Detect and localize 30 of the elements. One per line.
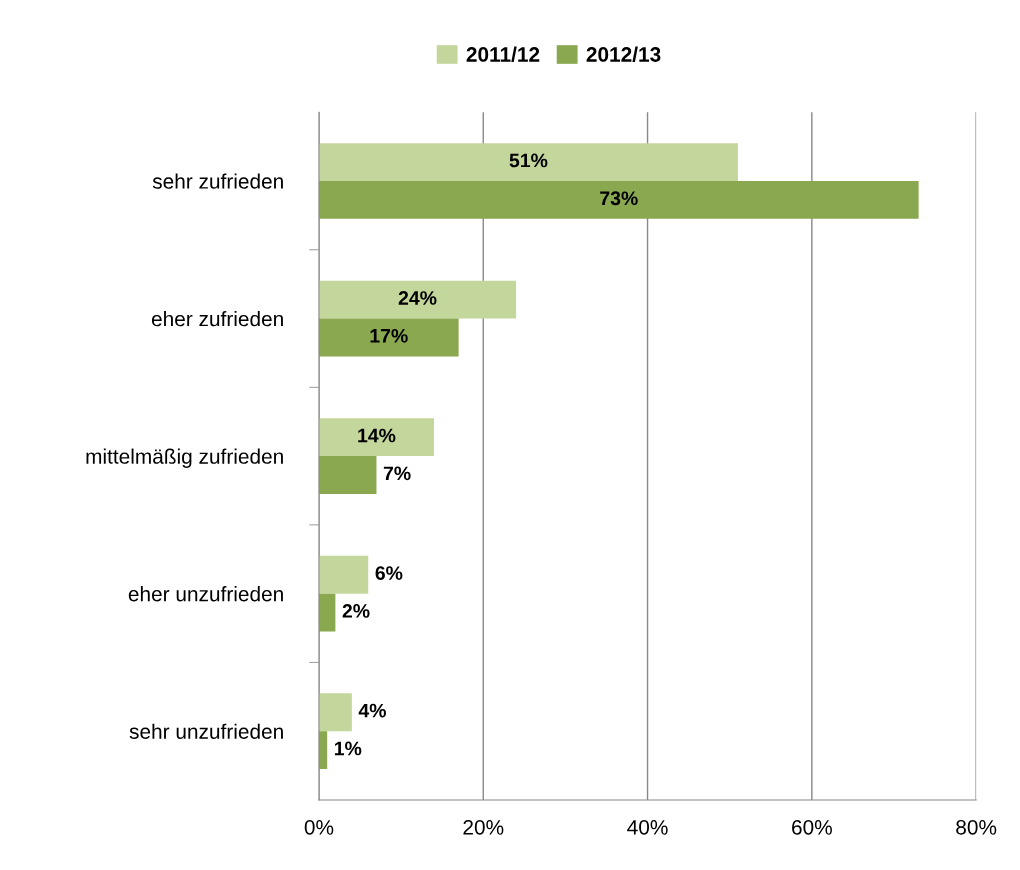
data-label: 2% bbox=[342, 604, 370, 618]
x-tick-label: 20% bbox=[463, 819, 504, 835]
data-label: 7% bbox=[383, 466, 411, 481]
data-label: 73% bbox=[600, 191, 638, 206]
y-tick-label: sehr zufrieden bbox=[152, 173, 283, 189]
data-label: 14% bbox=[358, 428, 396, 443]
bar bbox=[318, 693, 352, 732]
data-label: 4% bbox=[358, 703, 386, 718]
bar bbox=[318, 181, 919, 219]
x-tick-label: 0% bbox=[304, 819, 334, 835]
y-tick-label: sehr unzufrieden bbox=[129, 723, 283, 739]
bar bbox=[318, 418, 434, 457]
legend-label: 2011/12 bbox=[466, 46, 540, 63]
x-tick-label: 40% bbox=[627, 819, 668, 835]
x-tick-label: 80% bbox=[956, 819, 997, 835]
x-tick-label: 60% bbox=[792, 819, 832, 835]
bar bbox=[318, 456, 377, 494]
data-label: 1% bbox=[334, 741, 362, 756]
bar bbox=[318, 280, 517, 319]
bar bbox=[318, 143, 738, 181]
bar bbox=[318, 318, 459, 357]
legend-label: 2012/13 bbox=[586, 46, 661, 63]
data-label: 6% bbox=[375, 566, 403, 580]
bar bbox=[318, 555, 369, 594]
data-label: 17% bbox=[370, 328, 408, 343]
y-tick-label: eher unzufrieden bbox=[128, 586, 283, 602]
data-label: 51% bbox=[509, 153, 548, 168]
data-label: 24% bbox=[398, 291, 437, 305]
y-tick-label: eher zufrieden bbox=[151, 311, 283, 327]
y-tick-label: mittelmäßig zufrieden bbox=[86, 448, 283, 468]
